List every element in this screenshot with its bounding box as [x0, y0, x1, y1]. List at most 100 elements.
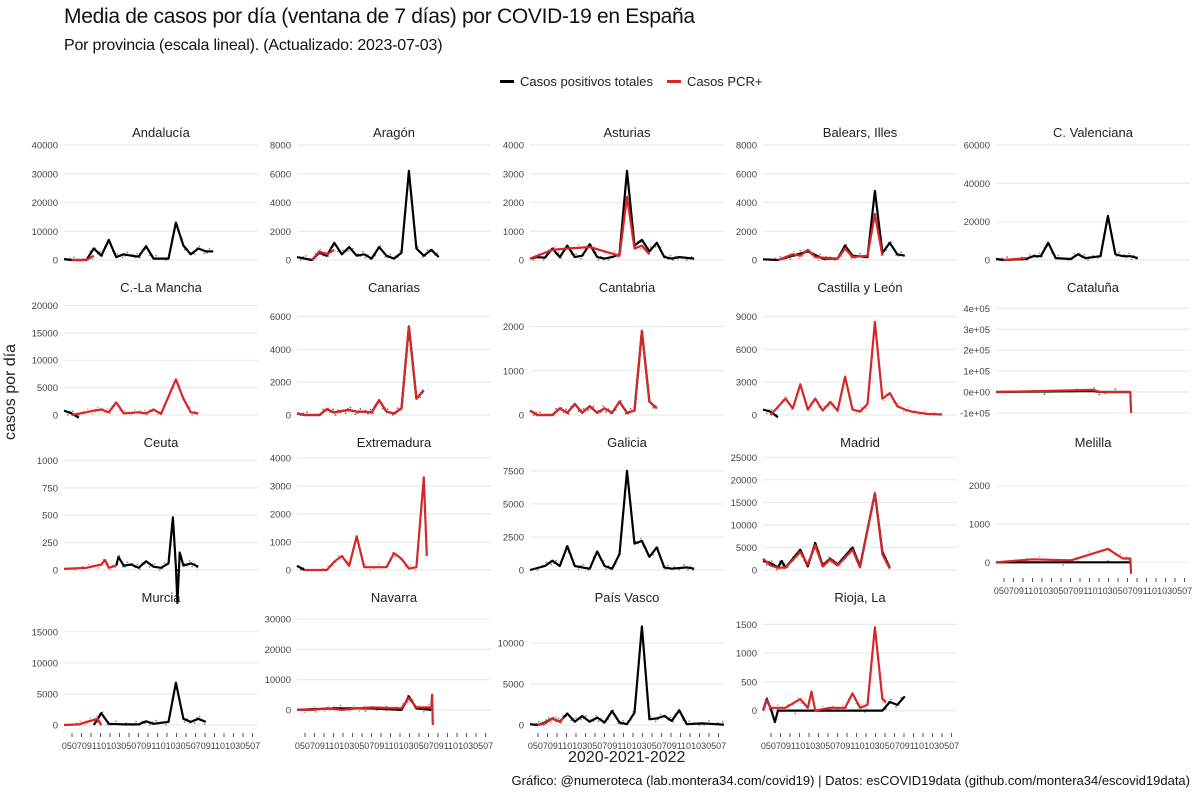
y-tick-label: 0: [985, 558, 990, 569]
pcr-cases-point: [800, 702, 803, 705]
y-tick-label: 250: [42, 538, 58, 549]
panel-aragon: Aragón 0 2000 4000 6000 8000: [270, 125, 491, 267]
pcr-cases-point: [394, 555, 397, 558]
pcr-cases-point: [427, 703, 430, 706]
y-tick-label: 3e+05: [963, 325, 990, 336]
pcr-cases-point: [306, 411, 308, 414]
total-cases-point: [770, 408, 773, 411]
total-cases-point: [597, 259, 600, 261]
pcr-cases-point: [353, 704, 356, 707]
y-tick-label: 2000: [270, 378, 291, 389]
total-cases-point: [557, 252, 560, 254]
total-cases-point: [384, 256, 387, 258]
pcr-cases-point: [96, 715, 98, 718]
pcr-cases-point: [565, 408, 567, 411]
total-cases-point: [799, 249, 802, 252]
y-tick-label: 0: [286, 566, 291, 577]
y-tick-label: 1000: [503, 227, 524, 238]
panel-murcia: Murcia 0 5000 10000 15000 0507091101030507091…: [32, 590, 261, 751]
pcr-cases-point: [563, 250, 566, 253]
total-cases-point: [116, 252, 119, 255]
y-tick-label: 2500: [503, 532, 524, 543]
y-tick-label: -1e+05: [960, 408, 990, 419]
total-cases-point: [1028, 253, 1031, 256]
total-cases-line: [762, 492, 891, 569]
total-cases-point: [765, 412, 768, 415]
pcr-cases-point: [156, 413, 159, 416]
total-cases-point: [339, 704, 342, 707]
y-tick-label: 4e+05: [963, 304, 990, 315]
y-tick-label: 1000: [503, 366, 524, 377]
pcr-cases-point: [652, 406, 655, 409]
total-cases-point: [1130, 258, 1133, 261]
pcr-cases-line: [529, 195, 651, 260]
pcr-cases-point: [845, 246, 848, 249]
panel-title: Rioja, La: [834, 590, 886, 605]
pcr-cases-line: [1003, 257, 1026, 262]
pcr-cases-point: [907, 406, 910, 409]
pcr-cases-point: [337, 555, 339, 557]
pcr-cases-point: [313, 705, 316, 708]
y-tick-label: 0: [286, 705, 291, 716]
pcr-cases-point: [378, 563, 380, 566]
pcr-cases-point: [562, 714, 564, 717]
pcr-cases-point: [349, 406, 352, 409]
pcr-cases-point: [780, 564, 783, 566]
pcr-cases-point: [860, 406, 863, 409]
total-cases-point: [539, 411, 541, 414]
pcr-cases-point: [882, 399, 885, 402]
total-cases-point: [659, 713, 662, 716]
y-tick-label: 10000: [265, 675, 291, 686]
y-tick-label: 0: [53, 721, 58, 732]
y-tick-label: 750: [42, 483, 58, 494]
y-tick-label: 0: [53, 256, 58, 267]
pcr-cases-point: [592, 405, 595, 408]
total-cases-point: [344, 412, 347, 415]
total-cases-point: [885, 708, 888, 710]
y-tick-label: 0: [752, 566, 757, 577]
pcr-cases-line: [995, 388, 1133, 413]
total-cases-point: [654, 720, 657, 723]
pcr-cases-point: [859, 252, 861, 255]
pcr-cases-point: [540, 256, 543, 258]
y-tick-label: 4000: [270, 198, 291, 209]
total-cases-point: [565, 408, 567, 411]
y-tick-label: 0: [519, 566, 524, 577]
y-tick-label: 40000: [964, 179, 990, 190]
total-cases-point: [191, 565, 193, 568]
panel-title: Castilla y León: [817, 280, 902, 295]
total-cases-point: [595, 714, 597, 717]
total-cases-point: [193, 722, 196, 724]
x-axis: 0507091101030507091101030507091101030507: [528, 733, 726, 751]
pcr-cases-point: [1088, 551, 1091, 553]
y-tick-label: 2000: [969, 481, 990, 492]
total-cases-point: [203, 252, 206, 255]
y-tick-label: 20000: [265, 645, 291, 656]
y-tick-label: 7500: [503, 466, 524, 477]
y-tick-label: 4000: [736, 198, 757, 209]
pcr-cases-line: [762, 492, 891, 570]
total-cases-point: [597, 720, 600, 723]
total-cases-point: [332, 408, 334, 411]
pcr-cases-point: [602, 405, 605, 408]
total-cases-point: [115, 720, 118, 723]
pcr-cases-point: [385, 709, 388, 712]
total-cases-point: [299, 569, 302, 571]
pcr-cases-point: [354, 413, 357, 416]
total-cases-point: [153, 563, 156, 566]
total-cases-line: [762, 408, 779, 419]
pcr-cases-point: [409, 564, 412, 567]
pcr-cases-point: [577, 244, 580, 246]
pcr-cases-point: [1114, 388, 1117, 391]
total-cases-point: [183, 721, 186, 723]
y-tick-label: 10000: [32, 227, 58, 238]
total-cases-point: [604, 568, 607, 571]
total-cases-point: [577, 568, 580, 571]
y-tick-label: 6000: [736, 345, 757, 356]
pcr-cases-point: [897, 403, 900, 405]
y-tick-label: 9000: [736, 312, 757, 323]
total-cases-line: [115, 516, 199, 604]
total-cases-point: [1114, 388, 1117, 391]
total-cases-point: [364, 256, 367, 259]
total-cases-point: [136, 252, 139, 255]
